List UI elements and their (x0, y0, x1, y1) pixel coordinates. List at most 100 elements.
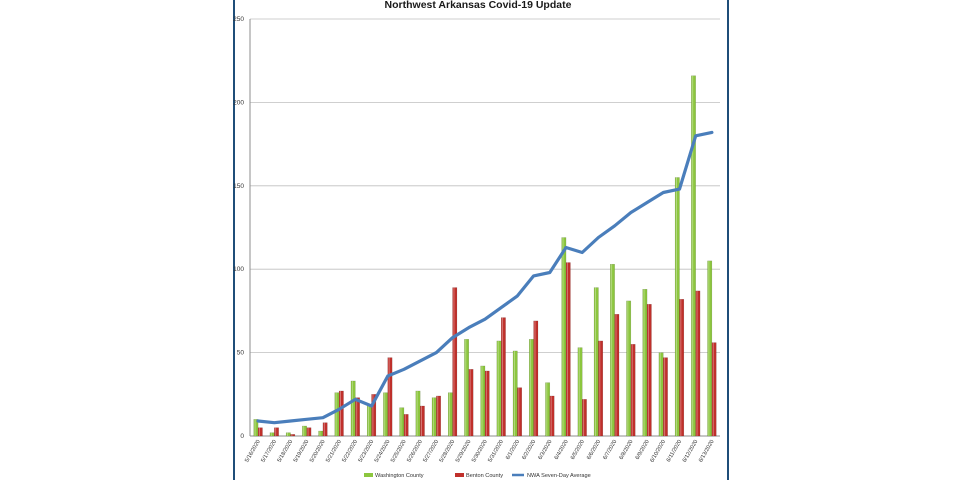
bar-highlight (583, 399, 585, 436)
x-tick-label: 5/29/2020 (455, 439, 473, 464)
x-tick-label: 5/28/2020 (439, 439, 457, 464)
bar (322, 422, 328, 437)
legend-item: Benton County (455, 473, 503, 479)
bar (285, 432, 291, 437)
x-tick-label: 6/12/2020 (682, 439, 700, 464)
x-tick-label: 5/25/2020 (390, 439, 408, 464)
x-tick-label: 6/7/2020 (602, 439, 618, 461)
line-point (695, 135, 697, 137)
bar-highlight (340, 390, 341, 436)
bar-highlight (303, 425, 305, 436)
x-tick-label: 5/31/2020 (487, 439, 505, 464)
bar-highlight (647, 304, 649, 436)
bar-series (253, 75, 717, 437)
line-point (322, 417, 324, 419)
bar-highlight (307, 427, 309, 436)
bar (674, 177, 680, 437)
bar (269, 432, 275, 437)
legend-item: NWA Seven-Day Average (512, 473, 591, 479)
bar (598, 340, 604, 437)
bar (334, 392, 340, 437)
bar-highlight (712, 342, 714, 436)
bar-highlight (566, 262, 568, 436)
bar (371, 394, 377, 437)
x-tick-label: 6/3/2020 (537, 439, 553, 461)
bar-series-1 (257, 262, 717, 437)
line-point (289, 420, 292, 422)
bar-highlight (546, 382, 548, 436)
bar-highlight (594, 287, 596, 436)
bar-highlight (611, 264, 613, 436)
x-tick-label: 5/17/2020 (260, 439, 278, 464)
line-point (597, 236, 600, 239)
line-point (581, 251, 583, 254)
bar (658, 352, 664, 437)
bar-highlight (696, 290, 698, 436)
bar (630, 344, 636, 437)
bar-series-0 (253, 75, 713, 437)
bar-highlight (453, 287, 455, 436)
bar (610, 263, 615, 437)
bar-highlight (518, 387, 520, 436)
bar-highlight (372, 394, 374, 436)
bar (274, 427, 279, 437)
bar-highlight (275, 427, 277, 436)
line-point (614, 225, 616, 227)
x-tick-label: 6/9/2020 (635, 439, 651, 461)
bar (593, 287, 599, 437)
x-tick-label: 6/13/2020 (698, 439, 716, 464)
line-point (451, 336, 454, 339)
line-point (549, 271, 551, 274)
bar-highlight (351, 380, 353, 436)
bar-highlight (449, 392, 451, 436)
line-point (662, 191, 664, 194)
bar-highlight (469, 369, 471, 436)
x-tick-label: 6/6/2020 (586, 439, 602, 461)
bar-highlight (323, 422, 325, 436)
gridlines (250, 18, 720, 354)
bar (529, 339, 534, 437)
bar (517, 387, 522, 437)
bar-highlight (664, 357, 666, 436)
bar-highlight (513, 350, 515, 436)
x-tick-label: 6/11/2020 (666, 439, 683, 463)
bar (452, 287, 458, 437)
line-point (468, 326, 470, 329)
bar-highlight (680, 299, 682, 436)
bar-highlight (270, 432, 272, 436)
bar-highlight (599, 340, 601, 436)
line-point (630, 211, 632, 214)
x-tick-label: 5/26/2020 (406, 439, 424, 464)
x-tick-label: 6/1/2020 (505, 439, 521, 461)
bar (366, 404, 372, 437)
bar (561, 237, 567, 437)
y-tick-label: 150 (233, 183, 244, 190)
bar-highlight (692, 75, 694, 436)
bar-highlight (659, 352, 661, 436)
bar-highlight (335, 392, 337, 436)
bar (626, 300, 632, 437)
bar-highlight (400, 407, 402, 436)
legend-label: Washington County (375, 473, 424, 479)
bar-highlight (432, 397, 434, 436)
bar (302, 425, 307, 437)
bar (338, 390, 344, 437)
bar-highlight (404, 414, 406, 436)
line-point (565, 246, 567, 249)
bar (399, 407, 405, 437)
line-point (435, 352, 437, 354)
line-point (273, 422, 275, 424)
bar (711, 342, 717, 437)
bar (436, 395, 441, 437)
bar-highlight (497, 340, 499, 436)
bar-highlight (615, 314, 617, 436)
x-tick-label: 6/5/2020 (570, 439, 586, 461)
bar (415, 390, 421, 437)
bar (642, 289, 648, 437)
line-point (370, 405, 373, 407)
bar-highlight (319, 430, 321, 436)
line-point (516, 295, 519, 297)
x-tick-label: 5/16/2020 (244, 439, 262, 464)
bar (582, 399, 587, 437)
